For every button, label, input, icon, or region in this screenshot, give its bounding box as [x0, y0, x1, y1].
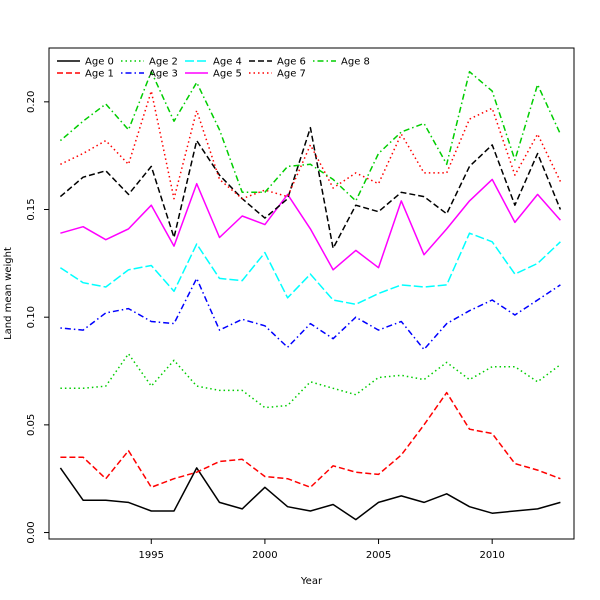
series-line-age-0	[59, 467, 561, 521]
series-line-age-1	[60, 391, 561, 489]
legend-label: Age 5	[213, 69, 242, 80]
legend-label: Age 3	[149, 69, 178, 80]
y-axis-title: Land mean weight	[3, 247, 14, 340]
plot-frame	[48, 47, 575, 540]
series-line-age-7	[60, 90, 562, 200]
x-tick-label: 2005	[366, 550, 391, 561]
legend-label: Age 2	[149, 57, 178, 68]
legend-label: Age 8	[341, 57, 370, 68]
series-line-age-5	[60, 178, 561, 271]
series-layer	[59, 70, 562, 521]
y-axis: 0.00 0.05 0.10 0.15 0.20	[26, 91, 49, 544]
legend-label: Age 6	[277, 57, 306, 68]
x-tick-label: 2010	[479, 550, 504, 561]
y-tick-label: 0.05	[26, 414, 37, 436]
x-tick-label: 1995	[139, 550, 164, 561]
legend-label: Age 4	[213, 57, 242, 68]
series-line-age-6	[59, 126, 562, 250]
x-axis-title: Year	[300, 576, 323, 587]
legend-label: Age 1	[85, 69, 114, 80]
x-axis: 1995 2000 2005 2010	[139, 539, 505, 561]
y-tick-label: 0.10	[26, 306, 37, 328]
series-line-age-8	[59, 70, 562, 202]
series-line-age-4	[59, 232, 561, 306]
x-tick-label: 2000	[252, 550, 277, 561]
legend-label: Age 7	[277, 69, 306, 80]
series-line-age-3	[60, 277, 561, 351]
y-tick-label: 0.20	[26, 91, 37, 113]
y-tick-label: 0.15	[26, 198, 37, 220]
y-tick-label: 0.00	[26, 521, 37, 543]
legend-label: Age 0	[85, 57, 114, 68]
